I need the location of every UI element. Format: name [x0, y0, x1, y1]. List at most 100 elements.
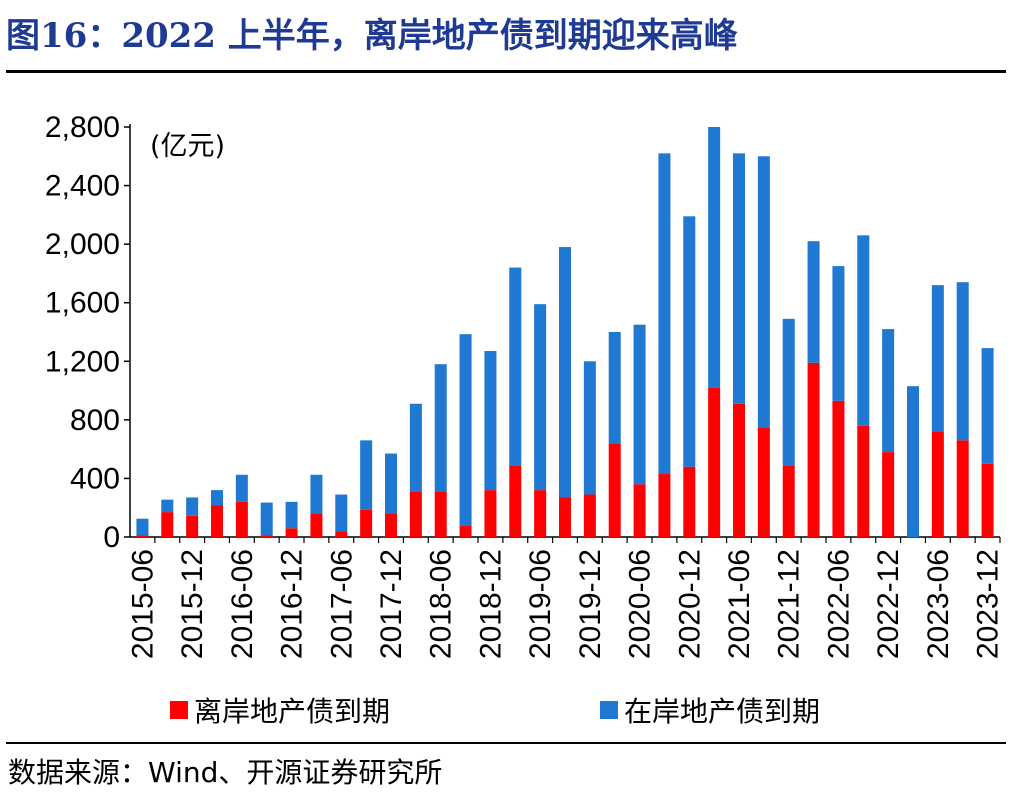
x-tick-label: 2022-12 — [872, 549, 905, 659]
y-tick-label: 0 — [103, 521, 120, 554]
bar-offshore-2015-12 — [186, 515, 199, 537]
bar-onshore-2019-09 — [559, 247, 571, 498]
bar-offshore-2015-06 — [136, 535, 149, 537]
bar-onshore-2023-12 — [981, 348, 994, 464]
bar-offshore-2018-06 — [434, 491, 447, 537]
bar-onshore-2020-12 — [683, 216, 696, 467]
bar-offshore-2017-09 — [360, 509, 373, 537]
bar-onshore-2015-12 — [186, 497, 199, 516]
x-tick-label: 2023-12 — [972, 549, 1005, 659]
bar-offshore-2015-09 — [161, 512, 174, 537]
bar-onshore-2016-09 — [260, 502, 273, 536]
bar-onshore-2022-12 — [882, 329, 895, 453]
bar-offshore-2022-12 — [882, 452, 895, 537]
y-tick-label: 1,200 — [45, 345, 120, 378]
bar-onshore-2022-06 — [832, 266, 845, 401]
bar-offshore-2019-09 — [559, 497, 571, 537]
bar-onshore-2018-09 — [459, 334, 472, 527]
bar-offshore-2023-12 — [981, 463, 994, 537]
title-divider — [6, 70, 1006, 73]
bar-offshore-2023-06 — [931, 431, 944, 537]
y-tick-label: 2,400 — [45, 170, 120, 203]
legend-swatch-offshore — [170, 701, 188, 719]
x-tick-label: 2016-06 — [226, 549, 259, 659]
bar-onshore-2022-09 — [857, 235, 870, 426]
bar-offshore-2018-12 — [484, 490, 497, 537]
bar-offshore-2016-12 — [285, 528, 298, 537]
x-tick-label: 2022-06 — [822, 549, 855, 659]
bar-offshore-2023-09 — [956, 440, 969, 537]
figure-title: 图16：2022 上半年，离岸地产债到期迎来高峰 — [6, 16, 738, 56]
bar-onshore-2015-09 — [161, 499, 174, 513]
bar-offshore-2018-03 — [409, 491, 422, 537]
bar-offshore-2020-12 — [683, 466, 696, 537]
bar-offshore-2022-03 — [807, 362, 820, 537]
bar-offshore-2019-03 — [509, 465, 522, 537]
bar-onshore-2018-06 — [434, 364, 447, 492]
bar-onshore-2019-06 — [534, 304, 547, 491]
x-tick-label: 2023-06 — [922, 549, 955, 659]
bar-onshore-2018-12 — [484, 351, 497, 491]
x-tick-label: 2019-06 — [524, 549, 557, 659]
bar-offshore-2020-06 — [633, 484, 646, 537]
bar-offshore-2020-03 — [608, 443, 621, 537]
bar-onshore-2023-03 — [907, 386, 919, 537]
bar-offshore-2016-06 — [235, 501, 248, 537]
x-tick-label: 2019-12 — [574, 549, 607, 659]
x-tick-label: 2018-12 — [474, 549, 507, 659]
x-tick-label: 2017-12 — [375, 549, 408, 659]
bar-onshore-2016-06 — [235, 474, 248, 502]
bar-offshore-2020-09 — [658, 474, 671, 537]
bar-onshore-2021-03 — [708, 127, 721, 388]
x-tick-label: 2017-06 — [325, 549, 358, 659]
bar-offshore-2017-03 — [310, 513, 323, 537]
stacked-bar-chart: 0 400 800 1,200 1,600 2,000 2,400 2,800 2015-06 2… — [45, 111, 1005, 659]
bar-offshore-2022-09 — [857, 425, 870, 537]
bar-onshore-2017-06 — [335, 494, 348, 532]
bar-onshore-2016-12 — [285, 501, 298, 529]
x-tick-label: 2018-06 — [425, 549, 458, 659]
legend-item-onshore: 在岸地产债到期 — [600, 690, 820, 730]
bar-onshore-2018-03 — [409, 403, 422, 492]
legend-label-offshore: 离岸地产债到期 — [194, 695, 391, 728]
legend-swatch-onshore — [600, 701, 618, 719]
bar-onshore-2019-12 — [583, 361, 596, 495]
bar-onshore-2015-06 — [136, 518, 149, 536]
y-tick-label: 400 — [70, 462, 120, 495]
y-tick-label: 2,000 — [45, 228, 120, 261]
bar-onshore-2020-09 — [658, 153, 671, 475]
y-tick-label: 800 — [70, 404, 120, 437]
bar-offshore-2016-03 — [211, 505, 223, 537]
bar-onshore-2019-03 — [509, 267, 522, 466]
bar-onshore-2021-12 — [782, 318, 795, 466]
x-tick-label: 2015-06 — [126, 549, 159, 659]
bar-onshore-2021-09 — [757, 156, 770, 428]
bar-onshore-2021-06 — [733, 153, 745, 404]
bar-offshore-2019-12 — [583, 494, 596, 537]
footer-divider — [6, 742, 1006, 744]
bar-offshore-2017-12 — [385, 513, 397, 537]
bar-onshore-2020-03 — [608, 332, 621, 444]
x-tick-label: 2015-12 — [176, 549, 209, 659]
bar-offshore-2021-03 — [708, 387, 721, 537]
bar-onshore-2017-12 — [385, 453, 397, 514]
bar-onshore-2023-09 — [956, 282, 969, 441]
bar-onshore-2022-03 — [807, 241, 820, 363]
bar-offshore-2021-06 — [733, 403, 745, 537]
bar-offshore-2019-06 — [534, 490, 547, 537]
bar-onshore-2017-09 — [360, 440, 373, 510]
bar-onshore-2016-03 — [211, 490, 223, 506]
unit-label: (亿元) — [150, 131, 225, 162]
x-tick-label: 2021-12 — [773, 549, 806, 659]
data-source: 数据来源：Wind、开源证券研究所 — [8, 756, 443, 789]
bar-offshore-2021-12 — [782, 465, 795, 537]
x-tick-label: 2016-12 — [276, 549, 309, 659]
legend-item-offshore: 离岸地产债到期 — [170, 690, 390, 730]
bar-offshore-2017-06 — [335, 531, 348, 537]
y-tick-label: 1,600 — [45, 287, 120, 320]
y-tick-label: 2,800 — [45, 111, 120, 144]
bar-onshore-2017-03 — [310, 474, 323, 514]
bar-offshore-2021-09 — [757, 427, 770, 537]
bar-onshore-2023-06 — [931, 285, 944, 432]
legend-label-onshore: 在岸地产债到期 — [624, 695, 821, 728]
